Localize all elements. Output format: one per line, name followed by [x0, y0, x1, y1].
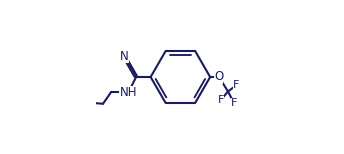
Text: F: F: [230, 98, 237, 108]
Text: F: F: [217, 95, 224, 105]
Text: N: N: [120, 50, 129, 63]
Text: NH: NH: [119, 86, 137, 99]
Text: O: O: [214, 71, 223, 83]
Text: F: F: [233, 80, 239, 90]
